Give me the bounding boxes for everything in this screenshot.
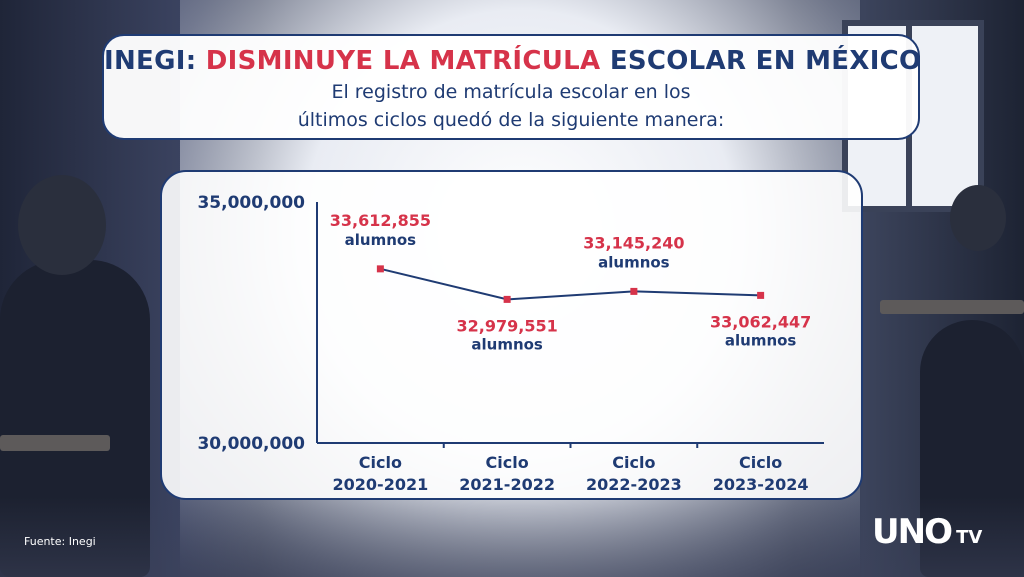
- logo-tv: TV: [956, 527, 983, 548]
- data-label-unit: alumnos: [471, 335, 543, 353]
- x-tick-label: Ciclo: [359, 453, 402, 472]
- subtitle-line-2: últimos ciclos quedó de la siguiente man…: [297, 109, 725, 131]
- background-student-right-head: [950, 185, 1006, 251]
- x-tick-label: Ciclo: [739, 453, 782, 472]
- x-tick-label: 2020-2021: [333, 475, 429, 494]
- x-tick-label: 2021-2022: [459, 475, 555, 494]
- title-prefix: INEGI:: [104, 46, 197, 76]
- x-tick-label: Ciclo: [486, 453, 529, 472]
- x-tick-label: 2023-2024: [713, 475, 809, 494]
- chart-card: 35,000,000 30,000,000 Ciclo 2020-2021 Ciclo 2…: [160, 170, 863, 500]
- data-label: 32,979,551: [457, 316, 558, 335]
- background-desk-left: [0, 435, 110, 451]
- x-tick-label: Ciclo: [612, 453, 655, 472]
- data-point: [630, 287, 638, 295]
- title-card: INEGI: DISMINUYE LA MATRÍCULA ESCOLAR EN…: [102, 34, 921, 140]
- data-point: [757, 291, 765, 299]
- y-tick-label: 35,000,000: [197, 193, 305, 213]
- line-chart: 35,000,000 30,000,000 Ciclo 2020-2021 Ciclo 2…: [197, 193, 824, 494]
- x-tick-label: 2022-2023: [586, 475, 682, 494]
- page-title: INEGI: DISMINUYE LA MATRÍCULA ESCOLAR EN…: [104, 46, 921, 76]
- series-line: [380, 267, 761, 301]
- source-note: Fuente: Inegi: [24, 535, 96, 548]
- data-label-unit: alumnos: [725, 331, 797, 349]
- unotv-logo: UNO TV: [872, 512, 992, 558]
- background-student-left-head: [18, 175, 106, 275]
- data-point: [376, 265, 384, 273]
- background-desk-right: [880, 300, 1024, 314]
- logo-main: UNO: [872, 512, 953, 552]
- y-tick-label: 30,000,000: [197, 434, 305, 454]
- subtitle-line-1: El registro de matrícula escolar en los: [331, 81, 691, 103]
- data-label: 33,062,447: [710, 312, 811, 331]
- background-floor: [0, 497, 1024, 577]
- data-label: 33,612,855: [330, 211, 431, 230]
- title-highlight: DISMINUYE LA MATRÍCULA: [205, 46, 601, 76]
- data-label: 33,145,240: [583, 233, 684, 252]
- title-suffix: ESCOLAR EN MÉXICO: [609, 46, 922, 76]
- data-label-unit: alumnos: [345, 231, 417, 249]
- data-label-unit: alumnos: [598, 253, 670, 271]
- data-point: [503, 295, 511, 303]
